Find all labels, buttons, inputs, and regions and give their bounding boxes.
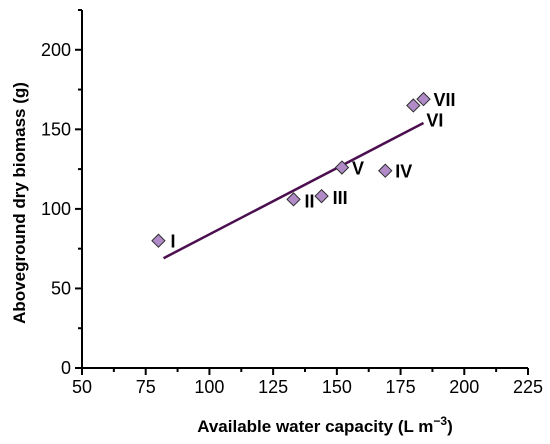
fit-line-group xyxy=(162,121,425,260)
y-tick-label: 200 xyxy=(41,40,71,60)
axes xyxy=(81,10,528,369)
x-tick-label: 225 xyxy=(513,377,543,397)
x-axis-title: Available water capacity (L m−3) xyxy=(197,414,453,436)
data-point-marker xyxy=(151,233,166,248)
x-axis-title-superscript: −3 xyxy=(433,414,447,428)
y-ticks: 0 50 100 150 200 xyxy=(41,9,82,378)
data-point-label: VII xyxy=(434,90,456,110)
data-point-label: V xyxy=(352,159,364,179)
data-point-label: IV xyxy=(395,162,412,182)
x-tick-label: 100 xyxy=(194,377,224,397)
x-tick-label: 75 xyxy=(136,377,156,397)
x-axis-title-close: ) xyxy=(447,417,453,436)
data-point-marker xyxy=(334,160,350,175)
y-tick-label: 100 xyxy=(41,199,71,219)
data-point-label: I xyxy=(170,232,175,252)
x-tick-label: 200 xyxy=(449,377,479,397)
y-tick-label: 0 xyxy=(61,358,71,378)
y-tick-label: 50 xyxy=(51,278,71,298)
x-ticks: 50 75 100 125 150 175 200 225 xyxy=(72,368,543,397)
x-tick-label: 50 xyxy=(72,377,92,397)
data-point-label: III xyxy=(333,188,348,208)
x-tick-label: 125 xyxy=(258,377,288,397)
data-point-marker xyxy=(406,98,421,113)
x-axis-title-main: Available water capacity (L m xyxy=(197,417,433,436)
data-point-marker xyxy=(378,163,393,178)
y-axis-title: Aboveground dry biomass (g) xyxy=(10,82,29,324)
regression-line xyxy=(162,121,425,260)
data-point-marker xyxy=(314,188,329,204)
data-point-marker xyxy=(286,192,301,207)
data-point-label: VI xyxy=(426,110,443,130)
x-tick-label: 175 xyxy=(386,377,416,397)
x-tick-label: 150 xyxy=(322,377,352,397)
y-tick-label: 150 xyxy=(41,119,71,139)
data-point-marker xyxy=(416,91,431,107)
data-point-label: II xyxy=(305,191,315,211)
